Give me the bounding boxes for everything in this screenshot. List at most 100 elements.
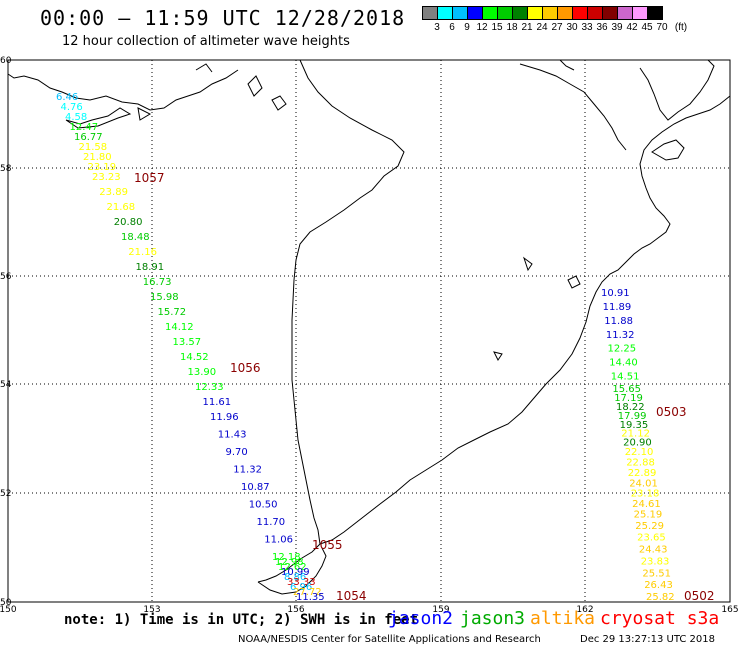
latitude-label: 50: [0, 598, 12, 608]
legend-label: 70: [656, 22, 668, 33]
wave-height-value: 8.86: [284, 572, 306, 583]
wave-height-value: 11.32: [606, 330, 635, 341]
wave-height-value: 20.80: [114, 217, 143, 228]
wave-height-value: 23.83: [641, 556, 670, 567]
legend-label: 6: [449, 22, 455, 33]
latitude-label: 60: [0, 56, 12, 66]
wave-height-value: 22.88: [626, 458, 655, 469]
wave-height-value: 21.12: [621, 429, 650, 440]
wave-height-value: 17.99: [618, 411, 647, 422]
longitude-label: 156: [287, 605, 304, 615]
color-scale-legend: [422, 6, 663, 20]
legend-label: 3: [434, 22, 440, 33]
wave-height-value: 6.46: [56, 92, 78, 103]
wave-height-value: 23.65: [637, 533, 666, 544]
legend-label: 42: [626, 22, 638, 33]
pass-id-label: 1056: [230, 361, 261, 375]
wave-height-value: 14.52: [180, 352, 209, 363]
wave-height-value: 18.91: [136, 262, 165, 273]
wave-height-value: 12.62: [278, 562, 307, 573]
wave-height-value: 10.99: [281, 567, 310, 578]
wave-height-value: 16.77: [74, 132, 103, 143]
legend-label: 9: [464, 22, 470, 33]
wave-height-value: 14.51: [611, 372, 640, 383]
legend-label: 15: [491, 22, 503, 33]
pass-id-labels: 1057 1056 1055 1054 0503 0502: [134, 171, 715, 603]
legend-label: 36: [596, 22, 608, 33]
latitude-label: 52: [0, 489, 11, 499]
wave-height-value: 18.48: [121, 232, 150, 243]
pass-id-label: 1055: [312, 538, 343, 552]
wave-height-value: 21.68: [107, 202, 136, 213]
wave-height-value: 25.19: [634, 509, 663, 520]
wave-height-value: 23.18: [631, 489, 660, 500]
wave-height-value: 15.65: [612, 384, 641, 395]
wave-height-value: 24.43: [639, 545, 668, 556]
wave-height-value: 20.90: [623, 438, 652, 449]
generation-timestamp: Dec 29 13:27:13 UTC 2018: [580, 634, 715, 645]
latitude-label: 58: [0, 164, 12, 174]
satellite-label-jason3: jason3: [460, 608, 526, 629]
coastline: [7, 59, 731, 595]
wave-height-value: 11.88: [604, 316, 633, 327]
wave-height-value: 11.32: [233, 465, 262, 476]
wave-height-value: 24.61: [632, 499, 661, 510]
wave-height-value: 16.73: [143, 277, 172, 288]
track-west-observations: 6.464.764.5812.4716.7721.5821.8023.1923.…: [56, 92, 325, 603]
legend-label: 27: [551, 22, 563, 33]
wave-height-value: 4.76: [61, 102, 83, 113]
legend-label: 24: [536, 22, 548, 33]
wave-height-value: 11.89: [603, 302, 632, 313]
wave-height-value: 19.35: [620, 420, 649, 431]
wave-height-value: 12.33: [195, 382, 224, 393]
legend-swatch: [647, 6, 663, 20]
wave-height-value: 10.87: [241, 482, 270, 493]
wave-height-value: 25.82: [646, 592, 675, 603]
legend-label: 12: [476, 22, 488, 33]
wave-height-value: 15.98: [150, 292, 179, 303]
axis-labels: 150 153 156 159 162 165 60 58 56 54 52 50: [0, 56, 739, 615]
wave-height-value: 10.50: [249, 500, 278, 511]
wave-height-value: 14.40: [609, 358, 638, 369]
pass-id-label: 1054: [336, 589, 367, 603]
wave-height-value: 26.43: [644, 580, 673, 591]
wave-height-value: 6.96: [290, 582, 312, 593]
longitude-label: 150: [0, 605, 17, 615]
wave-height-value: 11.96: [210, 412, 239, 423]
legend-label: 45: [641, 22, 653, 33]
pass-id-label: 0502: [684, 589, 715, 603]
footnote: note: 1) Time is in UTC; 2) SWH is in fe…: [64, 612, 419, 628]
wave-height-value: 23.19: [88, 162, 117, 173]
wave-height-value: 33.33: [287, 577, 316, 588]
wave-height-value: 9.70: [226, 447, 248, 458]
legend-label: 39: [611, 22, 623, 33]
longitude-label: 153: [143, 605, 160, 615]
wave-height-value: 11.06: [264, 535, 293, 546]
wave-height-value: 13.57: [173, 337, 202, 348]
latitude-label: 54: [0, 380, 12, 390]
longitude-label: 162: [576, 605, 593, 615]
wave-height-value: 4.58: [65, 112, 87, 123]
wave-height-value: 13.90: [188, 367, 217, 378]
wave-height-value: 11.35: [296, 592, 325, 603]
wave-height-value: 25.51: [642, 568, 671, 579]
legend-label: 18: [506, 22, 518, 33]
wave-height-value: 23.23: [92, 172, 121, 183]
satellite-label-cryosat: cryosat s3a: [600, 608, 720, 629]
wave-height-value: 21.58: [79, 142, 108, 153]
legend-label: 30: [566, 22, 578, 33]
satellite-label-jason2: jason2: [388, 608, 454, 629]
wave-height-value: 23.89: [99, 187, 128, 198]
map-subtitle: 12 hour collection of altimeter wave hei…: [62, 34, 350, 49]
wave-height-value: 25.29: [635, 521, 664, 532]
wave-height-value: 11.61: [203, 397, 232, 408]
credit-line: NOAA/NESDIS Center for Satellite Applica…: [238, 634, 541, 645]
wave-height-value: 17.19: [614, 393, 643, 404]
latitude-label: 56: [0, 272, 12, 282]
wave-height-value: 21.16: [128, 247, 157, 258]
satellite-label-altika: altika: [530, 608, 596, 629]
map-title: 00:00 – 11:59 UTC 12/28/2018: [40, 6, 406, 30]
lat-lon-grid: [8, 60, 730, 602]
wave-height-value: 12.98: [275, 557, 304, 568]
wave-height-value: 10.91: [601, 288, 630, 299]
